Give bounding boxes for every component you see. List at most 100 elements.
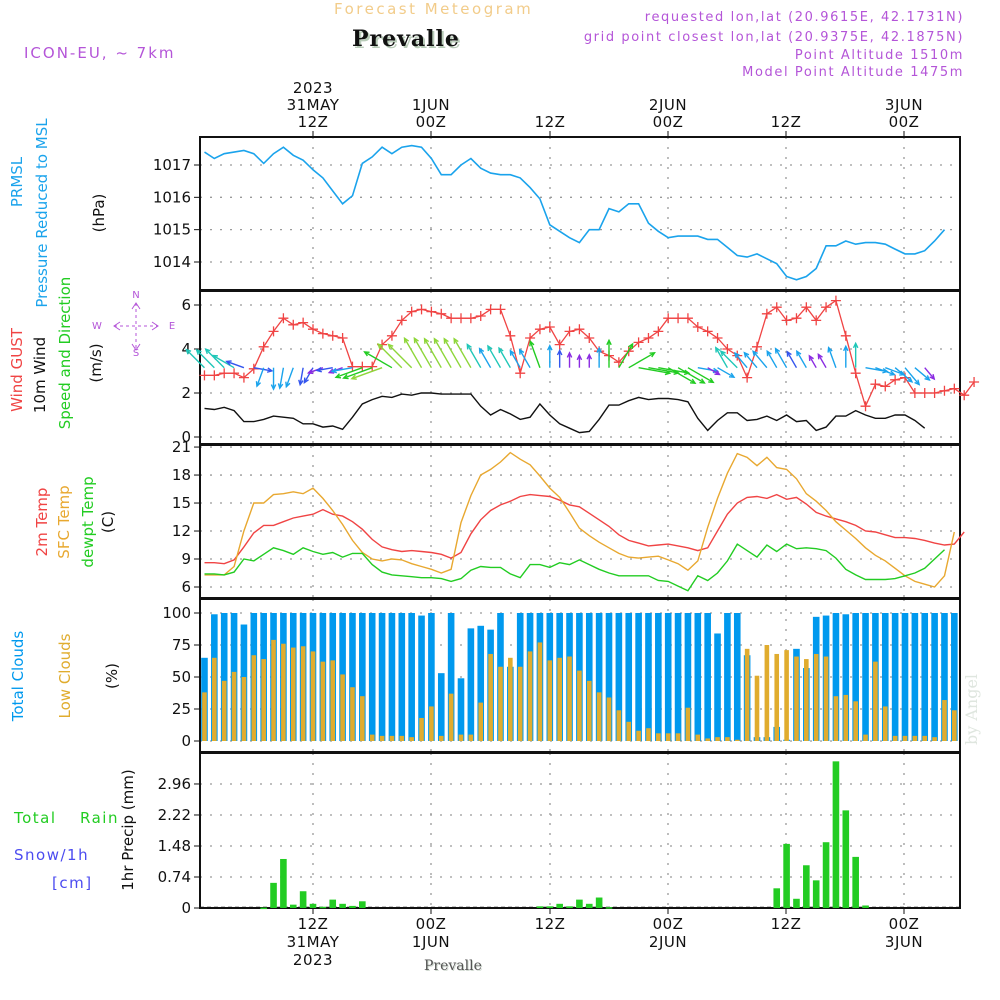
total-clouds-bar: [645, 613, 652, 741]
wind-arrow-head: [649, 351, 656, 358]
wind-arrow-head: [204, 348, 211, 355]
wind-arrow-shaft: [914, 367, 930, 381]
gust-marker: [426, 306, 437, 317]
low-clouds-bar: [488, 653, 493, 741]
wind-arrow-head: [303, 377, 309, 384]
wind-arrow: [752, 350, 768, 369]
total-clouds-bar: [368, 613, 376, 741]
total-clouds-bar: [457, 678, 465, 741]
gust-marker: [682, 313, 693, 324]
wind-arrow-head: [387, 343, 394, 350]
gust-marker: [890, 374, 901, 385]
wind-arrow-head: [315, 366, 322, 373]
wind-gust-label: Wind GUST: [8, 327, 26, 412]
low-clouds-bar: [567, 656, 572, 741]
low-clouds-bar: [281, 643, 286, 741]
gust-marker: [258, 341, 269, 352]
gust-marker: [791, 313, 802, 324]
rain-bar: [812, 880, 820, 908]
compass-arrowheads: [113, 302, 159, 351]
wind-arrow-head: [342, 374, 349, 380]
wind-arrow: [687, 367, 715, 384]
x-tick-label-top: 3JUN: [885, 96, 923, 114]
y-tick-label: 1017: [153, 156, 191, 174]
total-clouds-bar: [664, 613, 672, 741]
low-clouds-bar: [774, 653, 780, 741]
gust-marker: [436, 308, 447, 319]
rain-bar: [605, 907, 613, 909]
hpa-unit-label: (hPa): [90, 194, 108, 233]
low-clouds-bar: [843, 694, 849, 741]
total-clouds-bar: [655, 613, 662, 741]
low-clouds-bar: [350, 687, 355, 741]
wind-arrow: [677, 367, 706, 384]
wind-arrow-head: [743, 351, 750, 358]
wind-arrow: [342, 367, 373, 380]
wind-arrow: [628, 351, 656, 369]
wind-arrow: [363, 351, 393, 369]
gust-marker: [505, 330, 516, 341]
total-clouds-bar: [447, 613, 455, 741]
wind-arrow-head: [719, 350, 726, 357]
footer-station: Prevalle: [424, 958, 482, 974]
snow-unit-label: [cm]: [52, 874, 93, 892]
wind-arrow-head: [277, 383, 284, 390]
rain-bar: [299, 891, 307, 908]
low-clouds-bar: [656, 733, 661, 741]
wind-arrow-head: [628, 342, 634, 350]
wind-arrow-shaft: [498, 347, 511, 369]
wind-arrow-head: [714, 369, 721, 376]
y-tick-label: 0: [181, 899, 191, 917]
gust-marker: [959, 390, 970, 401]
x-tick-label-bottom: 12Z: [771, 915, 802, 933]
wind-arrow-head: [566, 351, 573, 358]
wind-arrow-shaft: [403, 337, 423, 369]
wind-arrow: [875, 367, 896, 376]
gust-marker: [870, 379, 881, 390]
wind-arrow-head: [466, 343, 472, 350]
wind-arrow: [924, 367, 936, 381]
low-clouds-bar: [271, 639, 276, 741]
gust-marker: [357, 361, 368, 372]
low-clouds-bar: [360, 696, 365, 741]
wind-arrow: [529, 339, 541, 368]
x-tick-label-top: 00Z: [889, 113, 920, 131]
gust-marker: [495, 304, 506, 315]
x-tick-label-top: 00Z: [416, 113, 447, 131]
wind-arrow-shaft: [453, 338, 472, 369]
wind-arrow-head: [596, 346, 602, 353]
gust-marker: [219, 368, 230, 379]
total-clouds-bar: [951, 613, 958, 741]
total-clouds-bar: [398, 613, 406, 741]
rain-bar: [556, 903, 563, 908]
low-clouds-bar: [330, 660, 336, 741]
y-tick-label: 1.48: [158, 837, 191, 855]
wind-arrow-head: [906, 376, 914, 383]
low-clouds-bar: [833, 696, 839, 741]
rain-bar: [842, 810, 850, 908]
low-clouds-bar: [823, 656, 829, 741]
wind-arrow-shaft: [817, 354, 827, 369]
rain-bar: [349, 905, 356, 908]
wind-arrow-head: [808, 354, 814, 361]
x-tick-label-bottom: 00Z: [416, 915, 447, 933]
low-clouds-label: Low Clouds: [56, 633, 74, 718]
wind-arrow-shaft: [351, 367, 383, 380]
low-clouds-bar: [734, 739, 740, 741]
wind-arrow: [498, 346, 511, 369]
wind-arrow: [185, 348, 205, 369]
wind-arrow: [315, 366, 333, 373]
wind-arrow-head: [518, 348, 525, 355]
y-tick-label: 6: [181, 578, 191, 596]
wind-arrow-shaft: [256, 367, 265, 387]
rain-bar: [832, 761, 840, 908]
total-clouds-bar: [388, 613, 396, 741]
total-clouds-bar: [891, 613, 899, 741]
y-tick-label: 100: [162, 604, 191, 622]
gust-marker: [278, 313, 289, 324]
wind-arrow-shaft: [285, 367, 294, 387]
gust-marker: [406, 306, 417, 317]
wind-arrow: [766, 349, 778, 369]
gust-marker: [811, 315, 822, 326]
